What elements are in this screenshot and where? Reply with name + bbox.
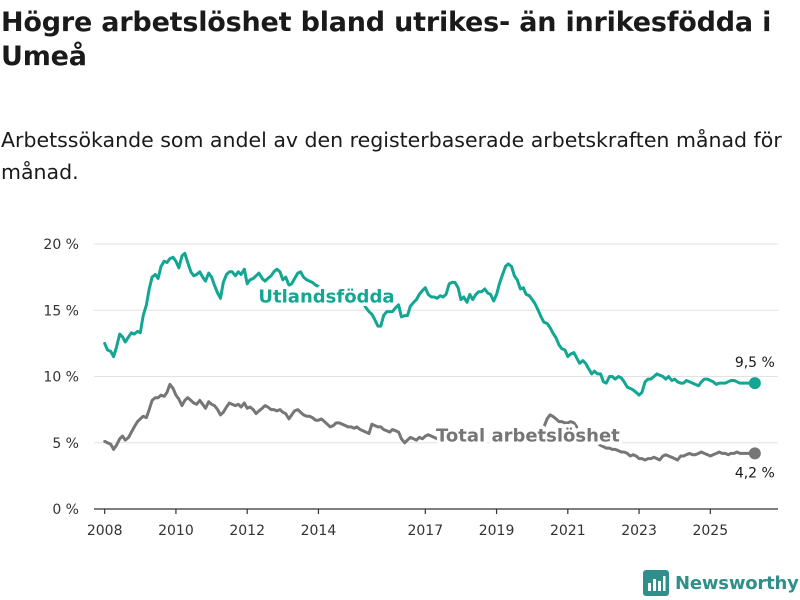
- brand-name: Newsworthy: [675, 572, 799, 594]
- series-line-total: [536, 413, 579, 439]
- end-value-label-utlandsfodda: 9,5 %: [735, 355, 775, 371]
- x-tick-label: 2025: [692, 523, 728, 539]
- end-point-total: [748, 447, 761, 460]
- series-labels: 9,5 % 4,2 % Utlandsfödda Total arbetslöshet: [255, 283, 775, 482]
- series-line-total: [593, 438, 757, 462]
- y-tick-label: 15 %: [43, 303, 79, 319]
- x-axis: 2008 2010 2012 2014 2017 2019 2021 2023 2025: [87, 508, 778, 539]
- y-tick-label: 5 %: [52, 436, 79, 452]
- x-tick-label: 2014: [301, 523, 337, 539]
- series-label-total: Total arbetslöshet: [436, 425, 620, 446]
- end-value-label-total: 4,2 %: [735, 465, 775, 481]
- y-tick-label: 10 %: [43, 370, 79, 386]
- x-tick-label: 2012: [229, 523, 265, 539]
- newsworthy-logo-icon: [643, 570, 669, 596]
- x-tick-label: 2019: [479, 523, 515, 539]
- x-tick-label: 2017: [407, 523, 443, 539]
- end-point-utlandsfodda: [748, 377, 761, 390]
- chart-title: Högre arbetslöshet bland utrikes- än inr…: [1, 7, 772, 72]
- y-axis: 0 % 5 % 10 % 15 % 20 %: [43, 237, 79, 518]
- x-tick-label: 2023: [621, 523, 657, 539]
- y-tick-label: 20 %: [43, 237, 79, 253]
- series-lines: [103, 251, 761, 462]
- x-tick-label: 2008: [87, 523, 123, 539]
- series-line-utlandsfodda: [361, 262, 754, 397]
- series-line-utlandsfodda: [103, 251, 320, 359]
- series-line-total: [103, 382, 439, 451]
- x-tick-label: 2010: [158, 523, 194, 539]
- chart-subtitle: Arbetssökande som andel av den registerb…: [1, 128, 782, 184]
- series-label-utlandsfodda: Utlandsfödda: [258, 286, 394, 307]
- y-tick-label: 0 %: [52, 502, 79, 518]
- newsworthy-brand[interactable]: Newsworthy: [643, 568, 799, 598]
- x-tick-label: 2021: [550, 523, 586, 539]
